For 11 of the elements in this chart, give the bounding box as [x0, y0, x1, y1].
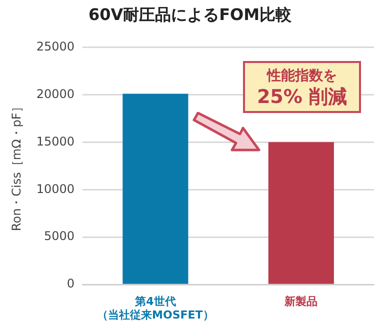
annotation: 性能指数を 25% 削減 [256, 67, 348, 108]
y-tick-label: 15000 [36, 134, 75, 148]
x-tick-label: 新製品 [284, 295, 318, 308]
y-tick-label: 25000 [36, 39, 75, 54]
y-tick-label: 5000 [44, 229, 75, 244]
chart-title: 60V耐圧品によるFOM比較 [88, 4, 293, 24]
x-tick-label: 第4世代（当社従来MOSFET） [97, 295, 214, 322]
y-tick-label: 20000 [36, 86, 75, 101]
y-tick-label: 10000 [36, 182, 75, 196]
y-tick-label: 0 [66, 276, 75, 291]
y-axis-title: Ron・Ciss［mΩ・pF］ [9, 100, 24, 232]
